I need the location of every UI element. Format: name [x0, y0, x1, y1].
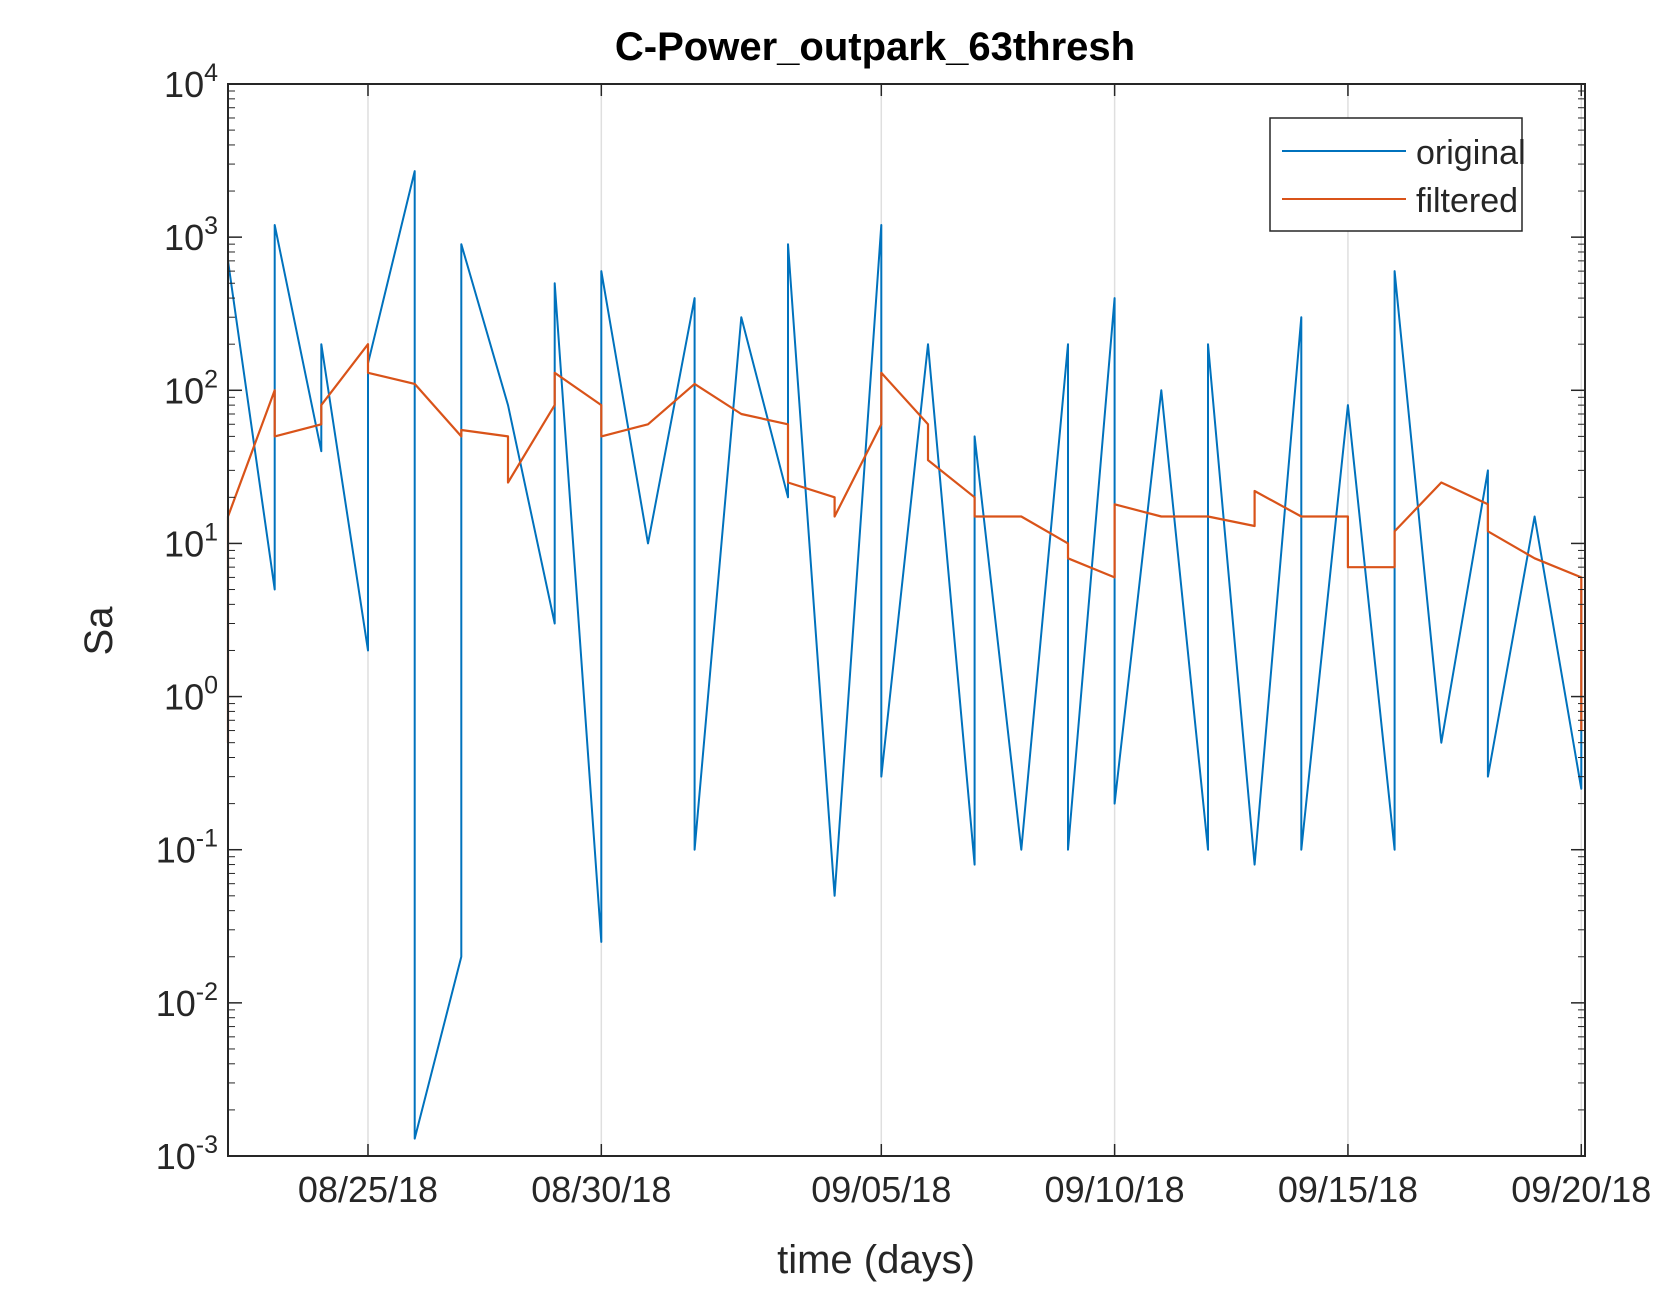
series-line-original: [227, 170, 1583, 1140]
x-tick-label: 09/15/18: [1278, 1169, 1418, 1210]
y-tick-label: 10-1: [156, 825, 218, 871]
legend: original filtered: [1269, 117, 1526, 232]
y-tick-label: 101: [164, 518, 218, 564]
x-tick-label: 08/30/18: [531, 1169, 671, 1210]
x-tick-label: 09/20/18: [1511, 1169, 1651, 1210]
chart-title: C-Power_outpark_63thresh: [615, 25, 1135, 69]
y-tick-label: 104: [164, 59, 218, 105]
y-tick-label: 10-2: [156, 978, 218, 1024]
plot-layer: [226, 170, 1583, 1140]
y-tick-label: 100: [164, 672, 218, 718]
x-tick-label: 09/05/18: [811, 1169, 951, 1210]
series-line-filtered: [226, 343, 1583, 743]
y-axis-label: Sa: [77, 606, 121, 656]
x-axis-label: time (days): [777, 1238, 975, 1282]
y-tick-label: 102: [164, 365, 218, 411]
x-tick-label: 09/10/18: [1045, 1169, 1185, 1210]
y-tick-label: 10-3: [156, 1131, 218, 1177]
legend-label-filtered: filtered: [1416, 182, 1518, 220]
axes-layer: 08/25/18 08/30/18 09/05/18 09/10/18 09/15/18…: [156, 59, 1652, 1210]
x-tick-label: 08/25/18: [298, 1169, 438, 1210]
axes-box: [227, 83, 1586, 1157]
legend-box: [1269, 117, 1523, 232]
legend-label-original: original: [1416, 134, 1526, 172]
y-tick-label: 103: [164, 212, 218, 258]
